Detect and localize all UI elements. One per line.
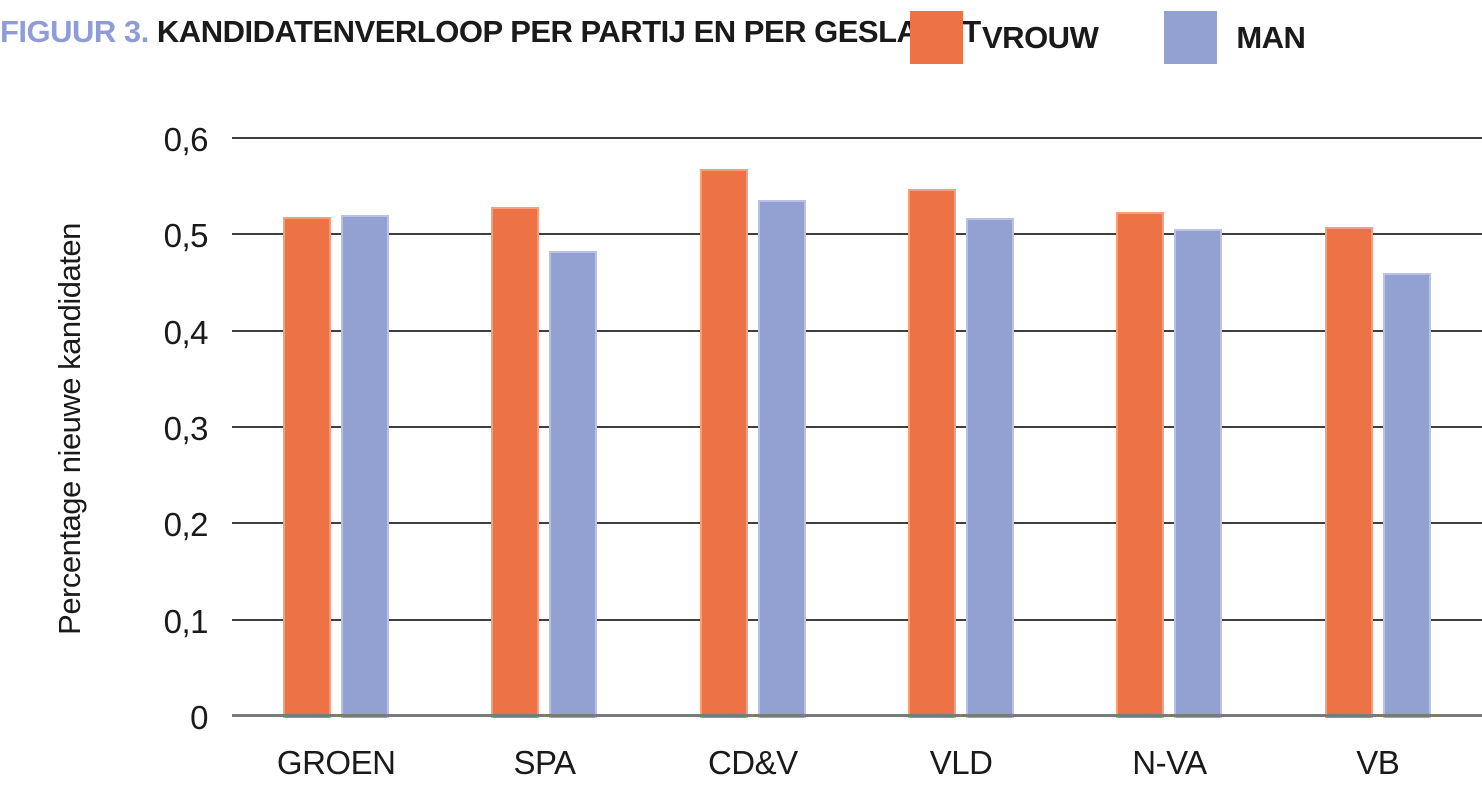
gridline — [232, 522, 1482, 525]
y-tick-label: 0,4 — [163, 313, 209, 351]
x-axis-baseline — [232, 714, 1482, 717]
bar-group-vb — [1274, 140, 1482, 718]
bar-group-spa — [440, 140, 648, 718]
x-label-n-va: N-VA — [1132, 744, 1207, 781]
gridline — [232, 618, 1482, 621]
bar-cd-v-vrouw — [699, 168, 748, 718]
bar-groen-man — [341, 215, 390, 718]
bar-vb-man — [1382, 272, 1431, 718]
y-tick-label: 0,2 — [163, 506, 209, 544]
x-label-groen: GROEN — [276, 744, 396, 781]
bar-group-vld — [857, 140, 1065, 718]
x-label-vld: VLD — [929, 744, 993, 781]
legend-item-man: MAN — [1164, 11, 1306, 64]
bar-vb-vrouw — [1324, 226, 1373, 718]
bar-spa-man — [549, 250, 598, 718]
x-axis-labels: GROEN SPA CD&V VLD N-VA VB — [232, 744, 1482, 782]
y-axis-ticks: 0,6 0,5 0,4 0,3 0,2 0,1 0 — [0, 121, 209, 736]
gridline — [232, 329, 1482, 332]
gridline — [232, 137, 1482, 139]
y-tick-label: 0,6 — [163, 121, 209, 158]
chart-title: FIGUUR 3. KANDIDATENVERLOOP PER PARTIJ E… — [0, 14, 981, 50]
gridline — [232, 426, 1482, 428]
bar-groen-vrouw — [283, 217, 332, 718]
legend-label-vrouw: VROUW — [982, 19, 1099, 55]
legend-swatch-man — [1164, 11, 1218, 64]
bar-cd-v-man — [757, 199, 806, 718]
x-label-vb: VB — [1356, 744, 1400, 781]
x-label-spa: SPA — [513, 744, 576, 781]
plot-area — [232, 137, 1482, 718]
gridline — [232, 233, 1482, 236]
bar-group-n-va — [1065, 140, 1273, 718]
y-tick-label: 0,3 — [163, 410, 209, 447]
y-tick-label: 0,1 — [163, 602, 209, 640]
y-tick-label: 0,5 — [163, 217, 209, 255]
legend-item-vrouw: VROUW — [910, 11, 1099, 64]
bar-spa-vrouw — [491, 207, 540, 718]
chart-title-text: KANDIDATENVERLOOP PER PARTIJ EN PER GESL… — [156, 14, 981, 49]
legend-label-man: MAN — [1236, 19, 1306, 55]
bar-group-cd-v — [649, 140, 857, 718]
legend-swatch-vrouw — [910, 11, 963, 64]
y-tick-label: 0 — [190, 699, 208, 736]
bar-n-va-vrouw — [1116, 212, 1165, 718]
chart-title-prefix: FIGUUR 3. — [0, 14, 149, 49]
bar-group-groen — [232, 140, 440, 718]
bar-vld-man — [966, 218, 1015, 718]
legend: VROUW MAN — [910, 11, 1306, 64]
bar-vld-vrouw — [908, 189, 957, 718]
bar-groups — [232, 140, 1482, 718]
bar-n-va-man — [1174, 228, 1223, 718]
x-label-cd-v: CD&V — [707, 744, 798, 781]
